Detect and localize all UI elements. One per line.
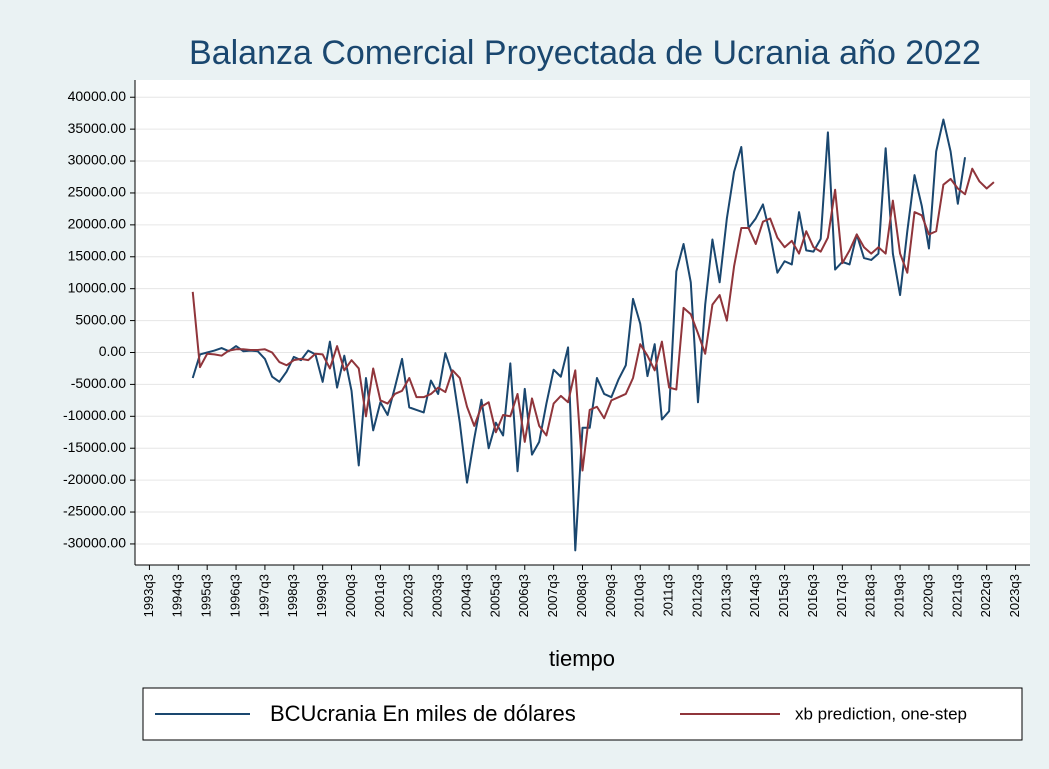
x-tick-label: 2022q3 (978, 574, 993, 617)
y-tick-label: -15000.00 (63, 439, 126, 455)
x-tick-label: 2015q3 (776, 574, 791, 617)
legend-label: xb prediction, one-step (795, 704, 967, 723)
x-tick-label: 2023q3 (1007, 574, 1022, 617)
x-tick-label: 2007q3 (545, 574, 560, 617)
x-tick-label: 1993q3 (141, 574, 156, 617)
y-tick-label: -5000.00 (71, 375, 126, 391)
x-tick-label: 2017q3 (834, 574, 849, 617)
x-tick-label: 2012q3 (689, 574, 704, 617)
x-tick-label: 2018q3 (863, 574, 878, 617)
x-tick-label: 2020q3 (920, 574, 935, 617)
x-tick-label: 1997q3 (256, 574, 271, 617)
x-tick-label: 2016q3 (805, 574, 820, 617)
plot-area (135, 80, 1030, 565)
x-tick-label: 2005q3 (487, 574, 502, 617)
y-tick-label: 15000.00 (68, 247, 127, 263)
x-tick-label: 2004q3 (458, 574, 473, 617)
y-tick-label: 0.00 (99, 343, 126, 359)
x-tick-label: 1996q3 (227, 574, 242, 617)
x-tick-label: 2006q3 (516, 574, 531, 617)
y-tick-label: 25000.00 (68, 184, 127, 200)
y-tick-label: 5000.00 (75, 311, 126, 327)
y-tick-label: -30000.00 (63, 535, 126, 551)
x-tick-label: 2021q3 (949, 574, 964, 617)
x-tick-label: 1999q3 (314, 574, 329, 617)
y-tick-label: 40000.00 (68, 88, 127, 104)
x-tick-label: 2002q3 (401, 574, 416, 617)
x-tick-label: 2003q3 (430, 574, 445, 617)
x-tick-label: 2013q3 (718, 574, 733, 617)
x-tick-label: 1998q3 (285, 574, 300, 617)
x-tick-label: 2009q3 (603, 574, 618, 617)
chart-title: Balanza Comercial Proyectada de Ucrania … (189, 34, 981, 72)
y-tick-label: -10000.00 (63, 407, 126, 423)
y-tick-label: 30000.00 (68, 152, 127, 168)
x-tick-label: 1994q3 (170, 574, 185, 617)
y-tick-label: 35000.00 (68, 120, 127, 136)
y-tick-label: 20000.00 (68, 216, 127, 232)
x-tick-label: 1995q3 (199, 574, 214, 617)
x-tick-label: 2019q3 (892, 574, 907, 617)
y-tick-label: -20000.00 (63, 471, 126, 487)
y-tick-label: 10000.00 (68, 279, 127, 295)
x-tick-label: 2011q3 (661, 574, 676, 616)
x-tick-label: 2014q3 (747, 574, 762, 617)
lines-layer (191, 118, 995, 552)
x-axis-title: tiempo (549, 646, 615, 671)
series-line (191, 167, 995, 472)
x-tick-label: 2000q3 (343, 574, 358, 617)
legend-label: BCUcrania En miles de dólares (270, 701, 576, 726)
series-line (191, 118, 967, 552)
x-tick-label: 2001q3 (372, 574, 387, 617)
grid-layer (135, 96, 1030, 545)
x-tick-label: 2008q3 (574, 574, 589, 617)
legend (142, 687, 1023, 741)
x-tick-label: 2010q3 (632, 574, 647, 617)
y-tick-label: -25000.00 (63, 503, 126, 519)
